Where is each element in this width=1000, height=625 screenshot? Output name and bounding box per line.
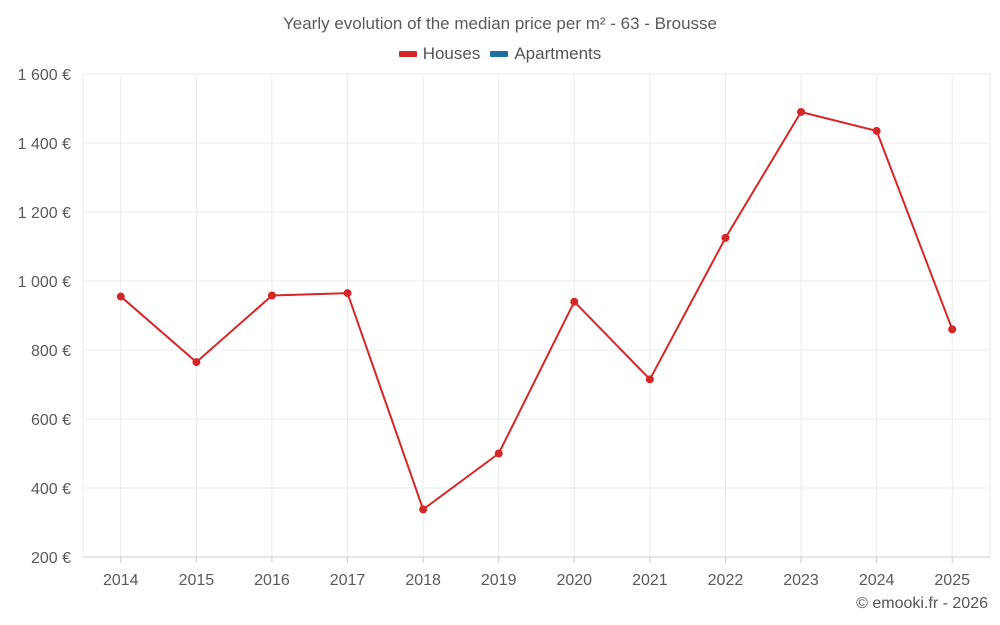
legend-label-houses: Houses bbox=[422, 44, 481, 63]
data-point-houses-2017 bbox=[343, 289, 352, 298]
y-tick-label: 1 200 € bbox=[18, 205, 71, 222]
data-point-houses-2025 bbox=[948, 325, 957, 334]
legend-item-houses[interactable]: Houses bbox=[398, 44, 481, 64]
x-tick-label: 2025 bbox=[934, 572, 970, 589]
y-tick-label: 1 600 € bbox=[18, 67, 71, 84]
data-point-houses-2022 bbox=[721, 233, 730, 242]
data-point-houses-2021 bbox=[645, 375, 654, 384]
legend-swatch-houses bbox=[398, 51, 417, 57]
chart-legend: Houses Apartments bbox=[0, 44, 1000, 64]
chart-title: Yearly evolution of the median price per… bbox=[282, 14, 718, 33]
x-tick-label: 2020 bbox=[556, 572, 592, 589]
data-point-houses-2015 bbox=[192, 358, 201, 367]
data-point-houses-2014 bbox=[116, 292, 125, 301]
x-tick-label: 2017 bbox=[330, 572, 366, 589]
data-point-houses-2024 bbox=[872, 126, 881, 135]
data-point-houses-2020 bbox=[570, 297, 579, 306]
legend-label-apartments: Apartments bbox=[514, 44, 602, 63]
y-tick-label: 200 € bbox=[31, 550, 71, 567]
x-tick-label: 2021 bbox=[632, 572, 668, 589]
x-tick-label: 2022 bbox=[708, 572, 744, 589]
x-tick-label: 2018 bbox=[405, 572, 441, 589]
y-tick-label: 600 € bbox=[31, 412, 71, 429]
data-point-houses-2023 bbox=[797, 107, 806, 116]
y-tick-label: 1 000 € bbox=[18, 274, 71, 291]
x-tick-label: 2019 bbox=[481, 572, 517, 589]
x-tick-label: 2016 bbox=[254, 572, 290, 589]
y-tick-label: 400 € bbox=[31, 481, 71, 498]
y-tick-label: 1 400 € bbox=[18, 136, 71, 153]
x-tick-label: 2023 bbox=[783, 572, 819, 589]
legend-swatch-apartments bbox=[490, 51, 509, 57]
y-tick-label: 800 € bbox=[31, 343, 71, 360]
x-tick-label: 2015 bbox=[179, 572, 215, 589]
x-tick-label: 2014 bbox=[103, 572, 139, 589]
series-line-houses bbox=[120, 111, 954, 511]
data-point-houses-2019 bbox=[494, 449, 503, 458]
legend-item-apartments[interactable]: Apartments bbox=[490, 44, 601, 64]
data-point-houses-2018 bbox=[419, 505, 428, 514]
copyright-text: © emooki.fr - 2026 bbox=[856, 595, 988, 612]
data-point-houses-2016 bbox=[267, 291, 276, 300]
x-tick-label: 2024 bbox=[859, 572, 895, 589]
